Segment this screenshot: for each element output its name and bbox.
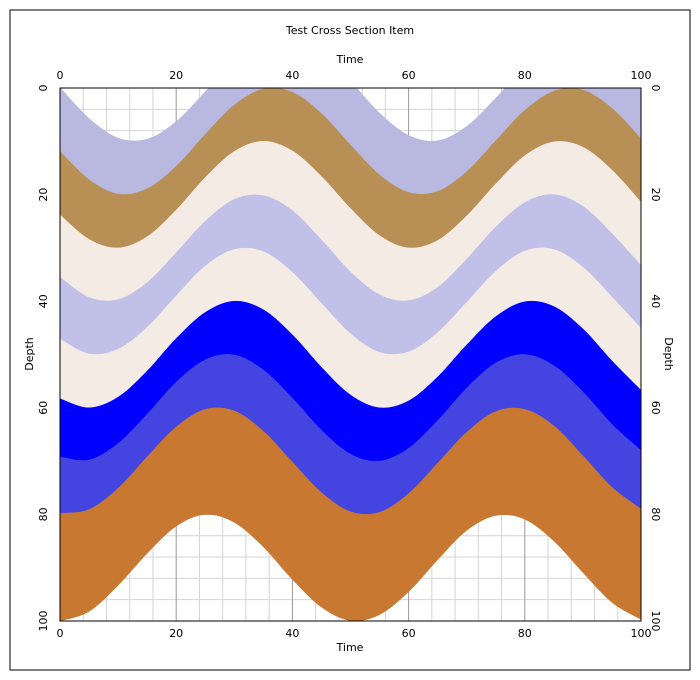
- y-tick-label: 80: [37, 507, 50, 521]
- y-tick-label: 100: [37, 611, 50, 632]
- x-tick-label: 0: [57, 627, 64, 640]
- plot-border: [59, 87, 642, 622]
- x-tick-label: 20: [169, 627, 183, 640]
- layer-band: [60, 407, 641, 621]
- y-tick-label: 100: [649, 611, 662, 632]
- y-tick-label: 40: [37, 294, 50, 308]
- x-axis-title-top: Time: [336, 53, 364, 66]
- y-tick-label: 60: [37, 401, 50, 415]
- y-tick-label: 0: [649, 85, 662, 92]
- chart-title: Test Cross Section Item: [285, 24, 414, 37]
- x-tick-label: 40: [285, 69, 299, 82]
- y-tick-label: 0: [37, 85, 50, 92]
- y-axis-title-right: Depth: [662, 337, 675, 371]
- x-tick-label: 60: [402, 627, 416, 640]
- x-tick-label: 0: [57, 69, 64, 82]
- y-tick-label: 60: [649, 401, 662, 415]
- y-axis-title-left: Depth: [23, 337, 36, 371]
- y-tick-label: 40: [649, 294, 662, 308]
- x-tick-label: 40: [285, 627, 299, 640]
- x-tick-label: 100: [631, 627, 652, 640]
- y-tick-label: 20: [649, 188, 662, 202]
- x-tick-label: 20: [169, 69, 183, 82]
- y-tick-label: 80: [649, 507, 662, 521]
- x-tick-label: 100: [631, 69, 652, 82]
- x-axis-title-bottom: Time: [336, 641, 364, 654]
- y-tick-label: 20: [37, 188, 50, 202]
- layers: [60, 88, 641, 621]
- x-tick-label: 80: [518, 627, 532, 640]
- x-tick-label: 80: [518, 69, 532, 82]
- x-tick-label: 60: [402, 69, 416, 82]
